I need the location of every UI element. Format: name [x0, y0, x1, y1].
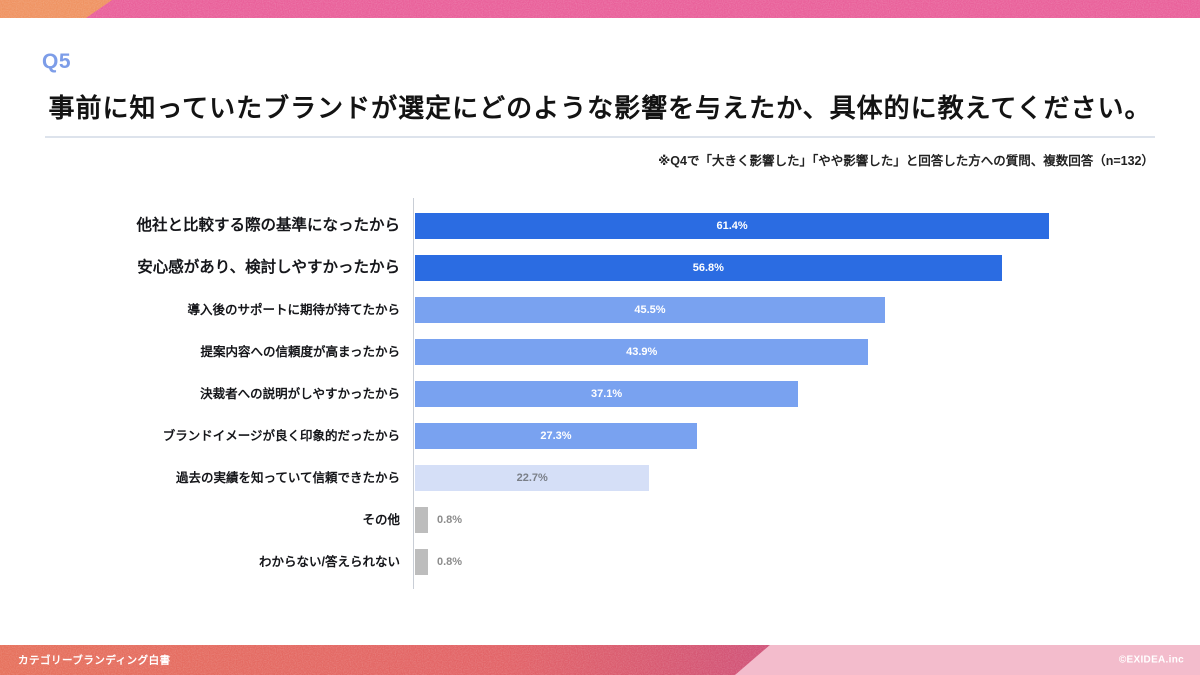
bar: 43.9% — [415, 339, 869, 365]
value-label: 0.8% — [437, 514, 463, 526]
category-label: その他 — [362, 512, 400, 527]
chart-row: 他社と比較する際の基準になったから 61.4% — [0, 205, 1200, 247]
bar-area: 37.1% — [415, 381, 1200, 407]
page-title: 事前に知っていたブランドが選定にどのような影響を与えたか、具体的に教えてください… — [48, 93, 1152, 123]
category-label: わからない/答えられない — [259, 554, 400, 569]
bar-area: 27.3% — [415, 423, 1200, 449]
chart-rows: 他社と比較する際の基準になったから 61.4% 安心感があり、検討しやすかったから 5… — [0, 205, 1200, 583]
value-label: 37.1% — [591, 388, 623, 400]
bar-area: 0.8% — [415, 507, 1200, 533]
chart-row: ブランドイメージが良く印象的だったから 27.3% — [0, 415, 1200, 457]
top-banner-pink-segment — [0, 0, 1200, 18]
bar: 37.1% — [415, 381, 799, 407]
category-label: 過去の実績を知っていて信頼できたから — [175, 470, 400, 485]
chart-row: 過去の実績を知っていて信頼できたから 22.7% — [0, 457, 1200, 499]
footer-booklet-title: カテゴリーブランディング白書 — [18, 654, 171, 667]
category-label: 他社と比較する際の基準になったから — [136, 216, 400, 234]
category-label: ブランドイメージが良く印象的だったから — [162, 428, 400, 443]
category-label: 提案内容への信頼度が高まったから — [200, 344, 400, 359]
bar: 61.4% — [415, 213, 1050, 239]
bar-area: 0.8% — [415, 549, 1200, 575]
category-label: 導入後のサポートに期待が持てたから — [187, 302, 400, 317]
chart-row: 安心感があり、検討しやすかったから 56.8% — [0, 247, 1200, 289]
chart-row: 決裁者への説明がしやすかったから 37.1% — [0, 373, 1200, 415]
top-banner — [0, 0, 1200, 18]
value-label: 0.8% — [437, 556, 463, 568]
bar — [415, 549, 428, 575]
question-number: Q5 — [42, 50, 72, 73]
chart-row: 導入後のサポートに期待が持てたから 45.5% — [0, 289, 1200, 331]
bar: 22.7% — [415, 465, 650, 491]
bar-area: 61.4% — [415, 213, 1200, 239]
value-label: 45.5% — [634, 304, 666, 316]
chart-row: わからない/答えられない 0.8% — [0, 541, 1200, 583]
value-label: 27.3% — [540, 430, 572, 442]
value-label: 56.8% — [692, 262, 724, 274]
chart-row: 提案内容への信頼度が高まったから 43.9% — [0, 331, 1200, 373]
footer-copyright: ©EXIDEA.inc — [1118, 654, 1184, 666]
bar-area: 45.5% — [415, 297, 1200, 323]
bar-area: 22.7% — [415, 465, 1200, 491]
category-label: 安心感があり、検討しやすかったから — [137, 258, 400, 276]
footer-banner: カテゴリーブランディング白書 ©EXIDEA.inc — [0, 645, 1200, 675]
bar: 56.8% — [415, 255, 1002, 281]
footer-lightpink-segment — [735, 645, 1200, 675]
bar — [415, 507, 428, 533]
title-divider — [45, 136, 1155, 138]
value-label: 22.7% — [516, 472, 548, 484]
chart-row: その他 0.8% — [0, 499, 1200, 541]
chart-axis-line — [413, 198, 414, 589]
bar: 27.3% — [415, 423, 697, 449]
bar-chart: 他社と比較する際の基準になったから 61.4% 安心感があり、検討しやすかったから 5… — [0, 198, 1200, 589]
value-label: 43.9% — [626, 346, 658, 358]
survey-note: ※Q4で「大きく影響した」「やや影響した」と回答した方への質問、複数回答（n=1… — [658, 154, 1154, 168]
bar-area: 43.9% — [415, 339, 1200, 365]
bar: 45.5% — [415, 297, 885, 323]
category-label: 決裁者への説明がしやすかったから — [200, 386, 400, 401]
value-label: 61.4% — [716, 220, 748, 232]
bar-area: 56.8% — [415, 255, 1200, 281]
